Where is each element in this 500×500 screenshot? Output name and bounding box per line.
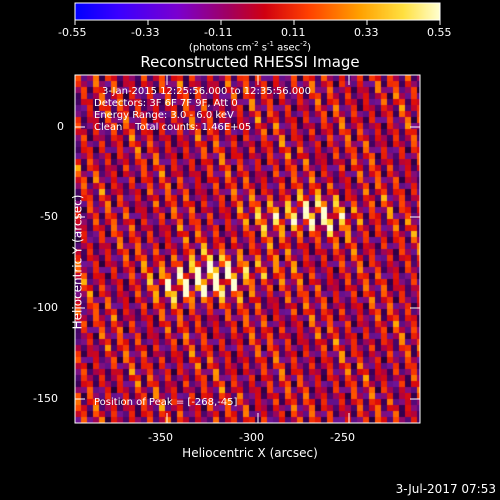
colorbar [74,2,441,25]
colorbar-ticks [74,20,441,25]
y-axis-ticks [75,126,420,400]
x-axis-ticks [166,75,350,423]
colorbar-tick-label: -0.55 [58,26,87,39]
colorbar-unit-label: (photons cm-2 s-1 asec-2) [188,40,312,54]
colorbar-tick-label: 0.55 [427,26,452,39]
y-tick-label: 0 [57,120,64,133]
method-counts-label: Clean Total counts: 1.46E+05 [94,122,252,133]
colorbar-tick-label: -0.11 [204,26,233,39]
x-tick-label: -350 [148,431,173,444]
image-canvas [75,75,420,423]
time-range-label: 3-Jan-2015 12:25:56.000 to 12:35:56.000 [102,86,311,97]
colorbar-tick-label: -0.33 [131,26,160,39]
x-axis-label: Heliocentric X (arcsec) [182,446,318,460]
colorbar-gradient [74,2,441,21]
detectors-label: Detectors: 3F 6F 7F 9F, Att 0 [94,98,238,109]
colorbar-tick-label: 0.11 [281,26,306,39]
peak-position-label: Position of Peak = [-268,-45] [94,397,238,408]
y-tick-label: -100 [33,301,58,314]
x-tick-label: -300 [239,431,264,444]
footer-date: 3-Jul-2017 07:53 [395,482,496,496]
plot-title: Reconstructed RHESSI Image [140,53,360,71]
y-axis-label: Heliocentric Y (arcsec) [70,194,85,330]
energy-range-label: Energy Range: 3.0 - 6.0 keV [94,110,234,121]
x-tick-label: -250 [330,431,355,444]
y-tick-label: -50 [40,210,58,223]
colorbar-tick-label: 0.33 [354,26,379,39]
rhessi-image [75,75,420,423]
y-tick-label: -150 [33,392,58,405]
